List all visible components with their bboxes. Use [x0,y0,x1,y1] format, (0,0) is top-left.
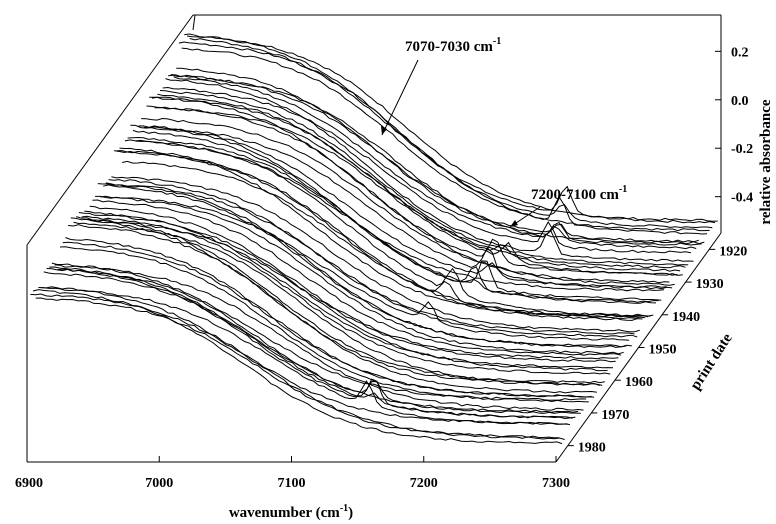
series-line [186,35,716,224]
series-line [138,125,667,289]
z-tick-label: 0.2 [731,45,749,60]
series-line [46,268,576,420]
series-line [100,195,630,341]
depth-tick-label: 1930 [696,277,724,292]
depth-tick-label: 1940 [672,310,700,325]
series-line [59,246,589,403]
series-line [65,237,595,398]
series-line [141,117,670,284]
x-tick-label: 6900 [15,476,43,491]
series-line [114,150,643,321]
series-line [149,96,678,276]
z-axis-title: relative absorbance [758,99,774,224]
annotation-7070-arrow [381,59,419,136]
series-line [62,241,592,398]
series-line [181,47,710,232]
series-line [95,195,624,355]
series-line [41,286,571,425]
depth-tick-label: 1920 [719,244,747,259]
x-tick-label: 7300 [542,476,570,491]
series-line [97,183,627,348]
series-line [68,224,597,394]
series-line [81,215,611,375]
series-line [73,221,603,386]
series-line [35,297,565,440]
series-line [57,268,587,401]
series-line [89,205,619,360]
series-line [165,78,694,262]
left-depth-edge [26,14,194,246]
x-tick-label: 7200 [410,476,438,491]
series-line [119,147,649,318]
series-line [32,289,563,445]
series-line [135,140,665,292]
series-line [124,139,654,317]
series-line [146,105,675,286]
series-line [159,90,689,266]
spectra-series [30,33,718,445]
series-line [51,262,581,414]
depth-axis: 1920 1930 1940 1950 1960 1970 1980 [567,244,747,456]
depth-tick-label: 1950 [649,343,677,358]
depth-axis-title: print date [688,330,736,392]
annotation-7200-arrowhead [510,220,518,227]
series-line [86,219,616,363]
series-line [54,264,584,411]
z-tick-label: 0.0 [731,94,749,109]
series-line [154,106,683,276]
z-axis: 0.2 0.0 -0.2 -0.4 [715,45,753,206]
series-line [143,126,673,290]
series-line [173,76,702,246]
series-line [111,176,640,333]
back-left-edge [192,14,196,31]
series-line [76,216,605,384]
series-line [189,38,718,222]
series-line [151,96,681,272]
series-line [168,74,697,250]
series-line [92,199,622,356]
series-line [43,271,573,419]
series-line [49,266,579,413]
annotation-7070: 7070-7030 cm-1 [405,36,501,55]
depth-tick-label: 1970 [601,408,629,423]
annotation-7200: 7200-7100 cm-1 [531,184,627,203]
series-line [176,67,705,245]
z-tick-label: -0.4 [731,191,753,206]
series-line [178,41,708,235]
series-line [103,184,632,348]
series-line [105,182,635,335]
series-line [132,129,662,301]
x-axis-title: wavenumber (cm-1) [229,503,353,521]
series-line [130,124,659,303]
series-line [38,287,568,425]
series-line [127,136,657,304]
series-line [184,33,713,229]
annotation-7070-arrowhead [381,126,387,135]
series-line [30,293,560,439]
x-tick-label: 7000 [145,476,173,491]
series-line [116,150,646,320]
series-line [78,212,608,372]
series-line [108,179,638,338]
depth-tick-label: 1980 [578,441,606,456]
depth-tick-label: 1960 [625,375,653,390]
series-line [70,217,600,386]
z-tick-label: -0.2 [731,142,753,157]
x-tick-label: 7100 [278,476,306,491]
x-axis: 6900 7000 7100 7200 7300 [15,456,570,491]
series-line [162,86,691,254]
